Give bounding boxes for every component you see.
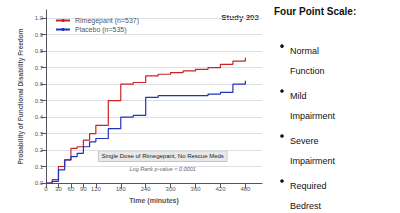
svg-text:Bedrest: Bedrest xyxy=(290,201,322,211)
svg-text:Time (minutes): Time (minutes) xyxy=(129,197,179,205)
svg-text:60: 60 xyxy=(68,186,75,192)
svg-text:480: 480 xyxy=(240,186,251,192)
svg-text:Four Point Scale:: Four Point Scale: xyxy=(274,6,356,17)
svg-text:Single Dose of Rimegepant, No: Single Dose of Rimegepant, No Rescue Med… xyxy=(101,153,223,159)
svg-text:Normal: Normal xyxy=(290,46,319,56)
svg-text:Rimegepant (n=537): Rimegepant (n=537) xyxy=(75,17,139,25)
svg-text:0.7: 0.7 xyxy=(35,65,44,71)
svg-text:0.9: 0.9 xyxy=(35,32,44,38)
svg-text:Severe: Severe xyxy=(290,136,319,146)
svg-text:0: 0 xyxy=(44,186,48,192)
svg-text:300: 300 xyxy=(166,186,177,192)
svg-text:240: 240 xyxy=(141,186,152,192)
svg-text:0.3: 0.3 xyxy=(35,131,44,137)
svg-text:0.2: 0.2 xyxy=(35,147,44,153)
svg-text:Log Rank p-value < 0.0001: Log Rank p-value < 0.0001 xyxy=(130,166,196,172)
svg-text:0.0: 0.0 xyxy=(35,180,44,186)
svg-text:0.5: 0.5 xyxy=(35,98,44,104)
svg-text:Impairment: Impairment xyxy=(290,111,336,121)
svg-text:Function: Function xyxy=(290,66,325,76)
svg-text:Study 302: Study 302 xyxy=(221,13,259,22)
svg-text:120: 120 xyxy=(91,186,102,192)
svg-text:0.1: 0.1 xyxy=(35,164,44,170)
svg-text:0.8: 0.8 xyxy=(35,48,44,54)
svg-text:180: 180 xyxy=(116,186,127,192)
svg-text:Mild: Mild xyxy=(290,91,307,101)
svg-text:420: 420 xyxy=(215,186,226,192)
svg-text:Placebo (n=535): Placebo (n=535) xyxy=(75,26,127,34)
svg-text:Required: Required xyxy=(290,181,327,191)
svg-text:30: 30 xyxy=(55,186,62,192)
svg-text:360: 360 xyxy=(191,186,202,192)
svg-text:Probability of Functional Disa: Probability of Functional Disability Fre… xyxy=(17,28,25,164)
svg-text:1.0: 1.0 xyxy=(35,15,44,21)
svg-text:0.6: 0.6 xyxy=(35,81,44,87)
svg-text:Impairment: Impairment xyxy=(290,156,336,166)
svg-text:0.4: 0.4 xyxy=(35,114,44,120)
svg-text:90: 90 xyxy=(80,186,87,192)
